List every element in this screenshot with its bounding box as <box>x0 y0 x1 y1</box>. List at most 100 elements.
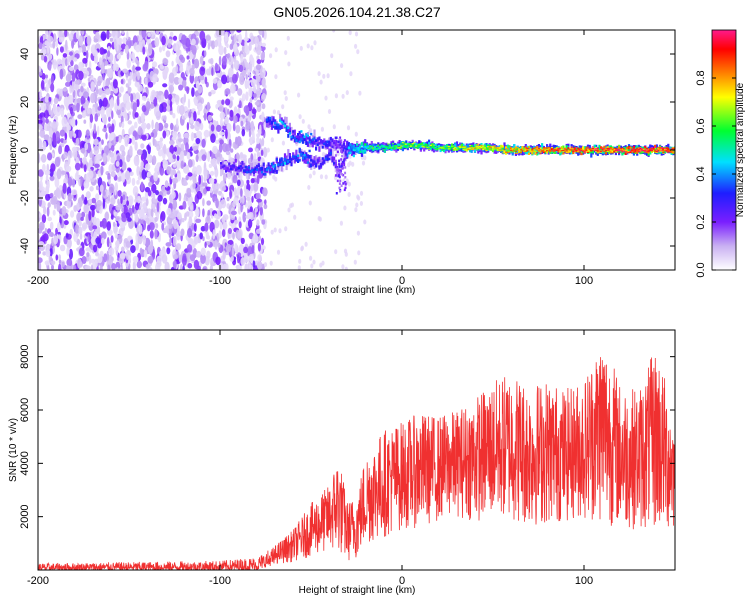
spectrogram-noise-cell <box>65 39 68 51</box>
spectrogram-ridge-cell <box>663 148 667 149</box>
spectrogram-ridge-cell <box>465 148 468 151</box>
spectrogram-ridge-cell <box>388 145 391 147</box>
spectrogram-ridge-cell <box>378 147 382 149</box>
spectrogram-ridge-cell <box>609 149 612 152</box>
spectrogram-ridge-cell <box>313 141 316 145</box>
spectrogram-noise-cell <box>81 110 87 118</box>
spectrogram-ridge-cell <box>513 149 516 151</box>
spectrogram-ridge-cell <box>539 150 542 153</box>
spectrogram-ridge-cell <box>506 144 509 149</box>
spectrogram-ridge-cell <box>308 162 311 168</box>
spectrogram-noise-cell <box>169 237 172 245</box>
spectrogram-noise-cell <box>164 89 169 100</box>
spectrogram-ridge-cell <box>629 150 632 152</box>
spectrogram-ridge-cell <box>527 149 531 151</box>
spectrogram-noise-cell <box>125 241 131 248</box>
spectrogram-noise-cell <box>238 33 243 44</box>
spectrogram-ridge-cell <box>339 190 341 193</box>
spectrogram-ridge-cell <box>279 159 282 162</box>
spectrogram-noise-cell <box>157 194 163 202</box>
spectrogram-noise-cell <box>114 102 118 112</box>
spectrogram-noise-cell <box>147 244 154 254</box>
spectrogram-noise-cell <box>212 120 218 127</box>
spectrogram-x-ticks: -200 -100 0 100 <box>27 30 593 287</box>
spectrogram-ridge-cell <box>372 148 375 150</box>
spectrogram-ridge-cell <box>234 168 237 171</box>
spectrogram-ridge-cell <box>532 149 536 152</box>
spectrogram-ridge-cell <box>305 136 308 142</box>
spectrogram-ridge-cell <box>547 147 550 149</box>
spectrogram-ridge-cell <box>221 165 224 169</box>
spectrogram-noise-cell <box>248 42 252 51</box>
spectrogram-noise-cell <box>344 266 348 270</box>
spectrogram-ridge-cell <box>331 148 334 156</box>
spectrogram-ridge-cell <box>336 150 339 153</box>
spectrogram-noise-cell <box>141 153 144 161</box>
spectrogram-ridge-cell <box>627 148 631 153</box>
spectrogram-ridge-cell <box>470 148 473 153</box>
spectrogram-noise-cell <box>43 55 48 63</box>
spectrogram-ridge-cell <box>285 126 288 131</box>
spectrogram-ridge-cell <box>496 147 499 149</box>
spectrogram-noise-cell <box>218 105 224 112</box>
spectrogram-noise-cell <box>45 83 50 93</box>
spectrogram-ridge-cell <box>318 159 321 168</box>
spectrogram-ridge-cell <box>329 136 332 141</box>
spectrogram-noise-cell <box>212 145 218 155</box>
spectrogram-ridge-cell <box>667 151 670 153</box>
spectrogram-ridge-cell <box>392 145 395 148</box>
spectrogram-ridge-cell <box>356 143 359 146</box>
spectrogram-ridge-cell <box>377 147 380 150</box>
spectrogram-noise-cell <box>172 35 178 41</box>
spectrogram-noise-cell <box>204 255 210 266</box>
spectrogram-ridge-cell <box>614 149 617 151</box>
spectrogram-ridge-cell <box>340 150 343 153</box>
spectrogram-ridge-cell <box>256 164 259 169</box>
spectrogram-noise-cell <box>56 58 63 65</box>
spectrogram-noise-cell <box>148 43 153 54</box>
spectrogram-noise-cell <box>197 85 203 94</box>
spectrogram-ridge-cell <box>649 144 652 151</box>
spectrogram-ridge-cell <box>377 142 380 147</box>
figure-title: GN05.2026.104.21.38.C27 <box>273 4 441 20</box>
spectrogram-noise-cell <box>251 195 254 203</box>
spectrogram-ridge-cell <box>667 147 670 150</box>
spectrogram-noise-cell <box>101 218 108 229</box>
spectrogram-noise-cell <box>203 167 208 177</box>
spectrogram-ridge-cell <box>295 139 298 142</box>
spectrogram-ridge-cell <box>501 152 504 154</box>
spectrogram-ridge-cell <box>631 148 634 150</box>
spectrogram-ridge-cell <box>280 159 283 166</box>
spectrogram-ridge-cell <box>603 151 606 152</box>
spectrogram-noise-cell <box>121 172 126 183</box>
spectrogram-ridge-cell <box>238 170 241 178</box>
spectrogram-ridge-cell <box>318 165 321 168</box>
spectrogram-noise-cell <box>283 90 287 96</box>
spectrogram-ridge-cell <box>344 176 347 179</box>
spectrogram-noise-cell <box>179 104 185 116</box>
spectrogram-noise-cell <box>90 81 95 92</box>
spectrogram-noise-cell <box>45 244 51 249</box>
spectrogram-ridge-cell <box>341 154 344 158</box>
spectrogram-noise-cell <box>240 188 243 197</box>
spectrogram-ridge-cell <box>591 146 594 148</box>
spectrogram-ridge-cell <box>554 150 557 152</box>
spectrogram-ridge-cell <box>383 148 386 150</box>
spectrogram-noise-cell <box>232 200 237 208</box>
spectrogram-ridge-cell <box>613 150 616 152</box>
spectrogram-ridge-cell <box>283 116 287 125</box>
spectrogram-ridge-cell <box>547 147 550 150</box>
spectrogram-noise-cell <box>57 222 61 231</box>
spectrogram-noise-cell <box>255 64 262 71</box>
spectrogram-cells <box>38 30 675 270</box>
spectrogram-noise-cell <box>327 109 332 114</box>
spectrogram-noise-cell <box>108 183 115 194</box>
spectrogram-ridge-cell <box>521 146 524 149</box>
spectrogram-ridge-cell <box>626 147 629 150</box>
spectrogram-noise-cell <box>38 249 41 255</box>
spectrogram-noise-cell <box>245 121 251 131</box>
spectrogram-noise-cell <box>197 265 201 270</box>
spectrogram-ridge-cell <box>306 156 309 162</box>
spectrogram-noise-cell <box>324 174 328 180</box>
y-tick-label: 2000 <box>19 504 31 528</box>
